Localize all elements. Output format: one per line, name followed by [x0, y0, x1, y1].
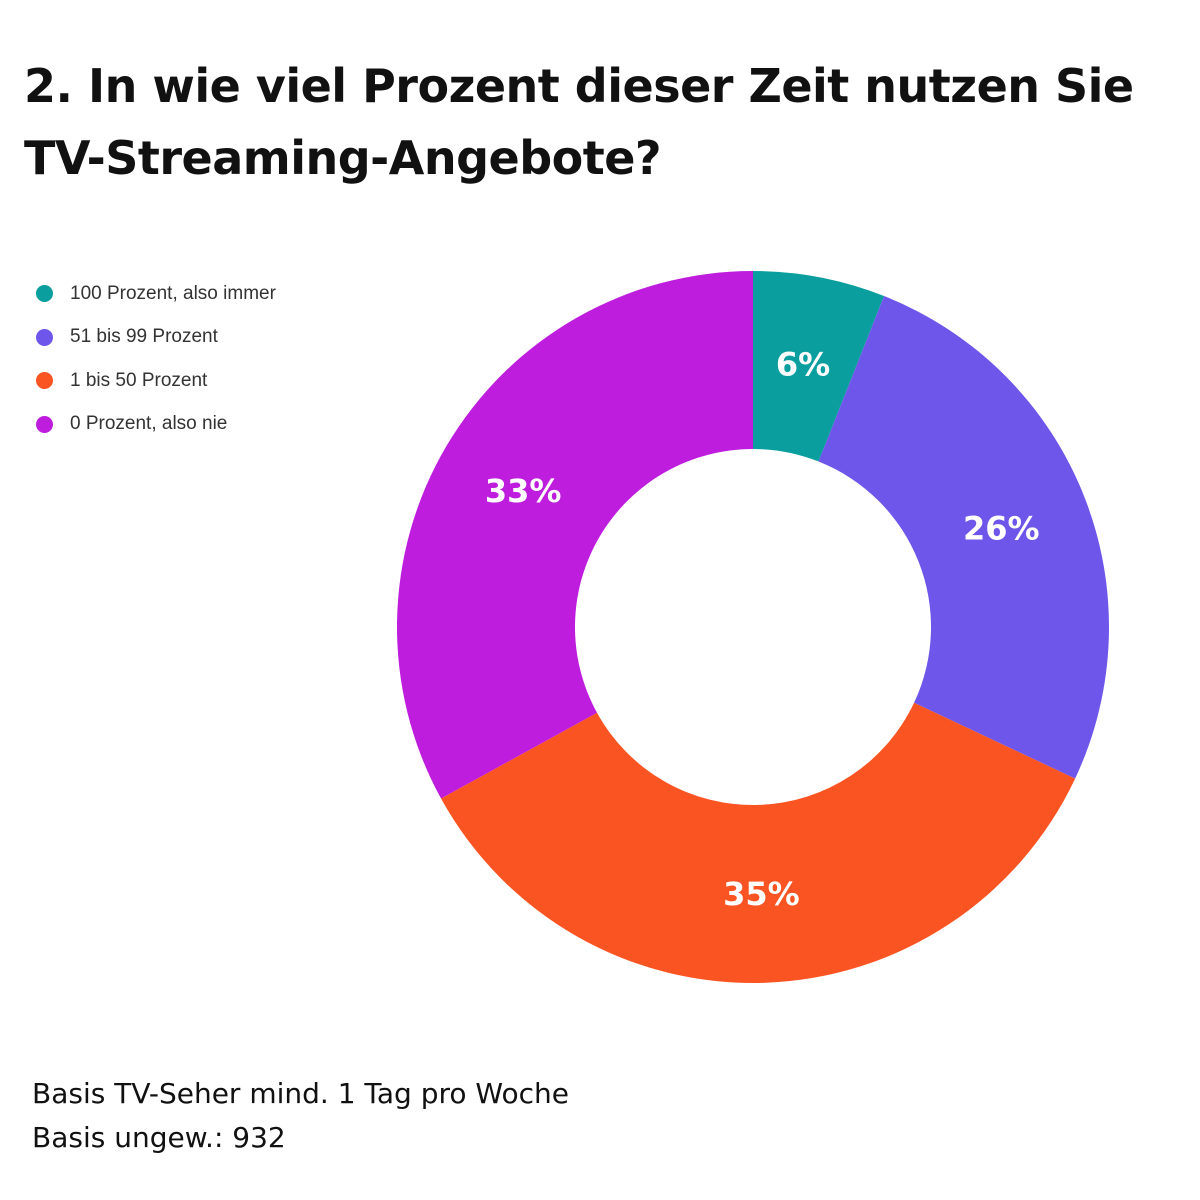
- legend: 100 Prozent, also immer 51 bis 99 Prozen…: [36, 272, 276, 446]
- legend-label: 51 bis 99 Prozent: [70, 326, 218, 348]
- donut-slice-100-prozent-also-immer: [753, 271, 885, 462]
- legend-label: 100 Prozent, also immer: [70, 282, 276, 304]
- legend-swatch-icon: [36, 372, 53, 390]
- donut-slice-51-bis-99-prozent: [818, 295, 1110, 779]
- legend-swatch-icon: [36, 328, 53, 346]
- slice-label-100-prozent-also-immer: 6%: [776, 346, 830, 384]
- footnote: Basis TV-Seher mind. 1 Tag pro Woche Bas…: [32, 1072, 569, 1160]
- legend-item-1-50: 1 bis 50 Prozent: [36, 359, 276, 403]
- legend-swatch-icon: [36, 285, 53, 303]
- legend-item-51-99: 51 bis 99 Prozent: [36, 316, 276, 360]
- slice-label-1-bis-50-prozent: 35%: [723, 875, 800, 913]
- slice-label-51-bis-99-prozent: 26%: [963, 510, 1040, 548]
- legend-label: 0 Prozent, also nie: [70, 413, 228, 435]
- legend-label: 1 bis 50 Prozent: [70, 369, 208, 391]
- legend-item-nie: 0 Prozent, also nie: [36, 403, 276, 447]
- donut-slice-0-prozent-also-nie: [396, 271, 753, 799]
- slice-label-0-prozent-also-nie: 33%: [485, 472, 562, 510]
- donut-slice-1-bis-50-prozent: [441, 702, 1076, 983]
- legend-swatch-icon: [36, 415, 53, 433]
- footnote-sample-size: Basis ungew.: 932: [32, 1121, 286, 1154]
- footnote-basis: Basis TV-Seher mind. 1 Tag pro Woche: [32, 1077, 569, 1110]
- legend-item-immer: 100 Prozent, also immer: [36, 272, 276, 316]
- chart-title: 2. In wie viel Prozent dieser Zeit nutze…: [24, 59, 1134, 185]
